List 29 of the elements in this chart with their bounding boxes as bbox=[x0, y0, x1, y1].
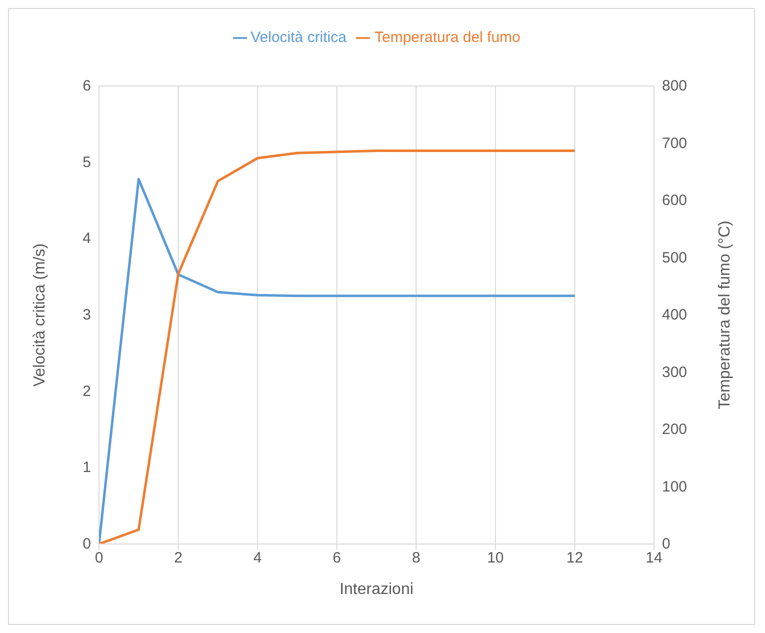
y-tick-label: 6 bbox=[82, 78, 91, 94]
y2-axis-title: Temperatura del fumo (°C) bbox=[716, 220, 734, 410]
x-tick-label: 10 bbox=[487, 550, 504, 567]
y2-tick-label: 700 bbox=[662, 134, 688, 152]
y2-tick-label: 0 bbox=[662, 536, 670, 552]
x-tick-label: 0 bbox=[94, 550, 104, 567]
x-axis-title: Interazioni bbox=[340, 581, 414, 598]
y-tick-label: 0 bbox=[82, 536, 91, 552]
x-tick-label: 8 bbox=[412, 550, 420, 567]
x-tick-label: 6 bbox=[332, 550, 342, 567]
y-tick-label: 5 bbox=[82, 154, 91, 171]
x-tick-label: 14 bbox=[646, 550, 662, 567]
x-tick-label: 12 bbox=[566, 550, 584, 567]
y2-tick-label: 100 bbox=[662, 478, 688, 496]
y-tick-label: 1 bbox=[82, 459, 91, 476]
y-tick-label: 3 bbox=[82, 306, 91, 324]
legend-label: Temperatura del fumo bbox=[374, 29, 520, 46]
y2-tick-label: 500 bbox=[662, 249, 688, 266]
legend-label: Velocità critica bbox=[250, 29, 346, 46]
y2-tick-label: 300 bbox=[662, 364, 688, 381]
y-tick-label: 4 bbox=[82, 230, 91, 248]
y-axis-title: Velocità critica (m/s) bbox=[32, 243, 49, 387]
x-tick-label: 4 bbox=[253, 550, 262, 567]
y-tick-label: 2 bbox=[82, 382, 91, 400]
y2-tick-label: 800 bbox=[662, 78, 688, 94]
y2-tick-label: 200 bbox=[662, 421, 688, 438]
x-tick-label: 2 bbox=[174, 550, 182, 567]
y2-tick-label: 600 bbox=[662, 192, 688, 209]
y2-tick-label: 400 bbox=[662, 306, 688, 324]
